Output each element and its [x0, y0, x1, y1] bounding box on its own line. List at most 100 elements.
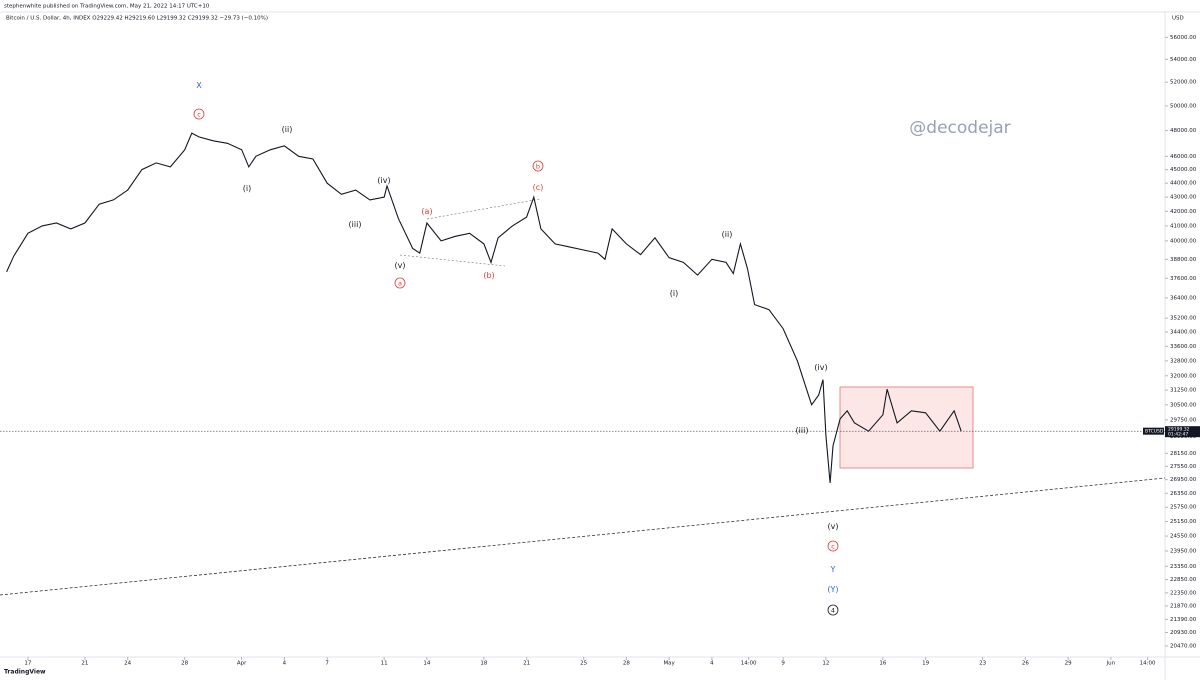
price-line [6, 132, 962, 484]
y-tick-label: 48000.00 [1170, 128, 1197, 134]
footer-logo: TradingView [4, 669, 46, 676]
wave-label: Y [830, 565, 836, 574]
symbol-tag-label: BTCUSD [1145, 429, 1164, 435]
y-tick-label: 25150.00 [1170, 519, 1197, 525]
x-tick-label: 24 [124, 661, 131, 667]
legend-text: Bitcoin / U.S. Dollar, 4h, INDEX O29229.… [6, 16, 268, 22]
annotation-circle [827, 540, 839, 552]
x-tick-label: 16 [879, 661, 886, 667]
x-tick-label: 26 [1022, 661, 1029, 667]
wave-label: (iv) [814, 363, 827, 372]
wave-label: c [197, 111, 201, 119]
y-tick-label: 22350.00 [1170, 590, 1197, 596]
y-tick-label: 33600.00 [1170, 344, 1197, 350]
y-tick-label: 32000.00 [1170, 373, 1197, 379]
y-tick-label: 35200.00 [1170, 316, 1197, 322]
last-price-label: 29199.32 [1168, 427, 1190, 433]
x-tick-label: 14:00 [741, 661, 757, 667]
y-tick-label: 24550.00 [1170, 534, 1197, 540]
y-tick-label: 40000.00 [1170, 238, 1197, 244]
y-tick-label: 23350.00 [1170, 564, 1197, 570]
y-tick-label: 20470.00 [1170, 643, 1197, 649]
y-tick-label: 25750.00 [1170, 505, 1197, 511]
x-tick-label: Jun [1106, 661, 1116, 667]
x-tick-label: 23 [979, 661, 986, 667]
y-tick-label: 41000.00 [1170, 223, 1197, 229]
y-tick-label: 43000.00 [1170, 195, 1197, 201]
y-tick-label: 22850.00 [1170, 577, 1197, 583]
wave-label: 4 [831, 607, 835, 615]
y-tick-label: 46000.00 [1170, 154, 1197, 160]
annotation-circle [394, 277, 406, 289]
y-tick-label: 23950.00 [1170, 549, 1197, 555]
wave-label: a [398, 280, 402, 288]
x-tick-label: 18 [480, 661, 487, 667]
y-tick-label: 20930.00 [1170, 630, 1197, 636]
wave-label: (iii) [349, 220, 362, 229]
y-tick-label: 37600.00 [1170, 276, 1197, 282]
countdown-label: 01:42:47 [1168, 432, 1188, 438]
y-tick-label: 29750.00 [1170, 417, 1197, 423]
x-tick-label: 11 [381, 661, 388, 667]
wave-label: b [536, 163, 540, 171]
wave-label: (c) [533, 183, 544, 192]
y-tick-label: 31250.00 [1170, 388, 1197, 394]
y-tick-label: 50000.00 [1170, 103, 1197, 109]
y-tick-label: 32800.00 [1170, 358, 1197, 364]
wave-label: (iv) [377, 176, 390, 185]
annotation-circle [532, 160, 544, 172]
symbol-tag [1143, 427, 1164, 435]
x-tick-label: 28 [181, 661, 188, 667]
annotation-circle [827, 604, 839, 616]
wave-label: c [831, 543, 835, 551]
x-tick-label: 19 [922, 661, 929, 667]
triangle-upper [426, 198, 541, 220]
x-tick-label: 21 [81, 661, 88, 667]
y-unit: USD [1172, 16, 1184, 22]
y-tick-label: 45000.00 [1170, 167, 1197, 173]
y-tick-label: 52000.00 [1170, 80, 1197, 86]
x-tick-label: 25 [580, 661, 587, 667]
wave-label: X [196, 81, 202, 90]
x-tick-label: 7 [325, 661, 329, 667]
wave-label: (Y) [827, 585, 838, 594]
wave-label: (a) [421, 207, 432, 216]
wave-label: (ii) [722, 230, 733, 239]
y-tick-label: 56000.00 [1170, 35, 1197, 41]
x-tick-label: 4 [283, 661, 287, 667]
wave-label: (i) [670, 289, 678, 298]
wave-label: (v) [395, 261, 406, 270]
y-tick-label: 26950.00 [1170, 477, 1197, 483]
x-tick-label: Apr [237, 661, 247, 667]
triangle-lower [399, 254, 506, 267]
wave-label: (v) [828, 522, 839, 531]
y-tick-label: 54000.00 [1170, 57, 1197, 63]
x-tick-label: 28 [623, 661, 630, 667]
x-tick-label: May [663, 661, 675, 667]
y-tick-label: 36400.00 [1170, 295, 1197, 301]
annotation-circle [193, 108, 205, 120]
last-price-tag [1165, 426, 1200, 438]
y-tick-label: 21390.00 [1170, 617, 1197, 623]
y-tick-label: 34400.00 [1170, 330, 1197, 336]
y-tick-label: 27550.00 [1170, 464, 1197, 470]
y-tick-label: 42000.00 [1170, 209, 1197, 215]
y-tick-label: 44000.00 [1170, 181, 1197, 187]
range-box [839, 386, 974, 469]
x-tick-label: 14:00 [1140, 661, 1156, 667]
x-tick-label: 21 [523, 661, 530, 667]
x-tick-label: 29 [1065, 661, 1072, 667]
trend-line [0, 477, 1166, 596]
y-tick-label: 26350.00 [1170, 491, 1197, 497]
wave-label: (b) [483, 271, 494, 280]
x-tick-label: 4 [710, 661, 714, 667]
y-tick-label: 21870.00 [1170, 603, 1197, 609]
wave-label: (ii) [282, 125, 293, 134]
x-tick-label: 17 [24, 661, 31, 667]
x-tick-label: 9 [781, 661, 785, 667]
wave-label: (iii) [796, 426, 809, 435]
wave-label: (i) [243, 184, 251, 193]
y-tick-label: 38800.00 [1170, 257, 1197, 263]
